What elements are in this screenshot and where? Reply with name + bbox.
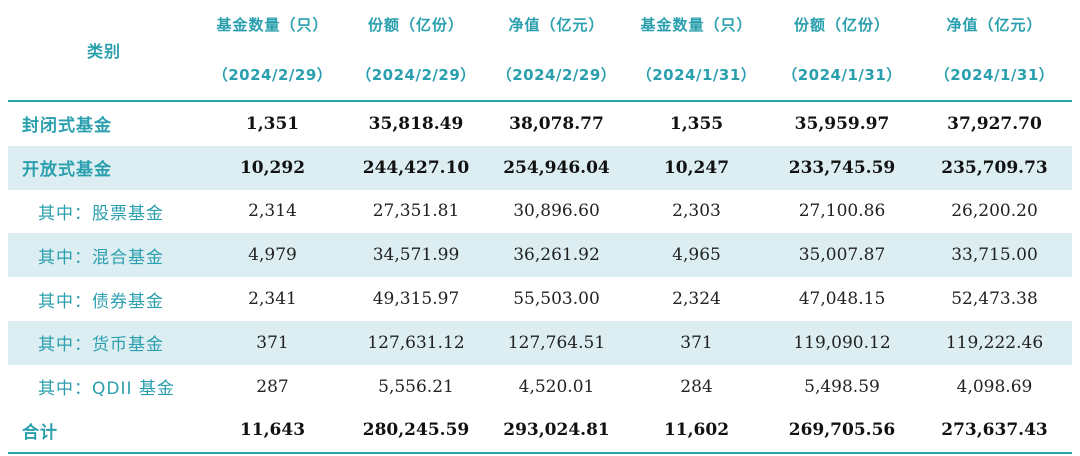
table-cell: 11,602 (626, 408, 767, 455)
table-cell: 34,571.99 (345, 233, 487, 278)
table-cell: 35,818.49 (368, 113, 464, 134)
table-cell: 2,303 (672, 201, 721, 222)
table-cell: 254,946.04 (487, 145, 626, 190)
table-cell: 371 (200, 320, 345, 365)
table-cell: 273,637.43 (917, 408, 1072, 455)
header-col-nav-jan: 净值（亿元） (946, 15, 1043, 34)
table-cell: 35,959.97 (794, 113, 890, 134)
header-date: （2024/1/31） (917, 48, 1072, 102)
table-cell: 1,351 (245, 113, 300, 134)
table-row: 封闭式基金 1,351 35,818.49 38,078.77 1,355 35… (8, 101, 1072, 146)
table-cell: 11,643 (200, 408, 345, 455)
row-label-qdii-funds: 其中：QDII 基金 (38, 379, 175, 400)
table-cell: 5,498.59 (804, 376, 880, 397)
table-cell: 2,324 (672, 289, 721, 310)
row-label-equity-funds: 其中：股票基金 (38, 203, 164, 224)
fund-statistics-table-container: 类别 基金数量（只） 份额（亿份） 净值（亿元） 基金数量（只） 份额（亿份） … (8, 0, 1080, 456)
table-cell: 233,745.59 (767, 145, 917, 190)
header-category: 类别 (8, 0, 200, 102)
table-cell: 38,078.77 (509, 113, 604, 134)
table-cell: 371 (626, 320, 767, 365)
table-cell: 4,979 (200, 233, 345, 278)
header-col-count-jan: 基金数量（只） (640, 15, 753, 34)
header-col-shares-jan: 份额（亿份） (793, 15, 890, 34)
table-cell: 10,292 (200, 145, 345, 190)
table-row: 其中：股票基金 2,314 27,351.81 30,896.60 2,303 … (8, 190, 1072, 234)
fund-statistics-table: 类别 基金数量（只） 份额（亿份） 净值（亿元） 基金数量（只） 份额（亿份） … (8, 0, 1072, 455)
table-cell: 4,965 (626, 233, 767, 278)
row-label-bond-funds: 其中：债券基金 (38, 291, 164, 312)
header-row-dates: （2024/2/29） （2024/2/29） （2024/2/29） （202… (8, 48, 1072, 102)
table-header: 类别 基金数量（只） 份额（亿份） 净值（亿元） 基金数量（只） 份额（亿份） … (8, 0, 1072, 102)
table-row: 开放式基金 10,292 244,427.10 254,946.04 10,24… (8, 145, 1072, 190)
table-cell: 1,355 (669, 113, 724, 134)
table-cell: 119,090.12 (767, 320, 917, 365)
row-label-open-end-funds: 开放式基金 (8, 145, 200, 190)
table-row: 其中：债券基金 2,341 49,315.97 55,503.00 2,324 … (8, 277, 1072, 321)
table-row: 其中：货币基金 371 127,631.12 127,764.51 371 11… (8, 320, 1072, 365)
table-row: 其中：QDII 基金 287 5,556.21 4,520.01 284 5,4… (8, 365, 1072, 409)
table-cell: 55,503.00 (513, 289, 600, 310)
table-cell: 52,473.38 (951, 289, 1038, 310)
table-cell: 49,315.97 (372, 289, 460, 310)
table-body: 封闭式基金 1,351 35,818.49 38,078.77 1,355 35… (8, 101, 1072, 455)
table-row: 其中：混合基金 4,979 34,571.99 36,261.92 4,965 … (8, 233, 1072, 278)
table-cell: 119,222.46 (917, 320, 1072, 365)
row-label-closed-end-funds: 封闭式基金 (22, 116, 112, 137)
table-cell: 293,024.81 (487, 408, 626, 455)
table-cell: 2,341 (248, 289, 297, 310)
header-date: （2024/1/31） (626, 48, 767, 102)
table-cell: 235,709.73 (917, 145, 1072, 190)
header-col-nav-feb: 净值（亿元） (508, 15, 605, 34)
header-date: （2024/1/31） (767, 48, 917, 102)
table-cell: 47,048.15 (798, 289, 886, 310)
table-cell: 27,100.86 (798, 201, 886, 222)
table-cell: 4,520.01 (518, 376, 595, 397)
header-date: （2024/2/29） (487, 48, 626, 102)
table-cell: 284 (680, 376, 713, 397)
table-cell: 2,314 (248, 201, 297, 222)
table-cell: 244,427.10 (345, 145, 487, 190)
table-row-total: 合计 11,643 280,245.59 293,024.81 11,602 2… (8, 408, 1072, 455)
row-label-hybrid-funds: 其中：混合基金 (8, 233, 200, 278)
table-cell: 4,098.69 (956, 376, 1033, 397)
header-row-titles: 类别 基金数量（只） 份额（亿份） 净值（亿元） 基金数量（只） 份额（亿份） … (8, 0, 1072, 102)
header-date: （2024/2/29） (345, 48, 487, 102)
table-cell: 287 (256, 376, 289, 397)
table-cell: 127,764.51 (487, 320, 626, 365)
table-cell: 36,261.92 (487, 233, 626, 278)
table-cell: 26,200.20 (951, 201, 1038, 222)
table-cell: 10,247 (626, 145, 767, 190)
header-col-shares-feb: 份额（亿份） (367, 15, 464, 34)
table-cell: 27,351.81 (372, 201, 460, 222)
row-label-money-market-funds: 其中：货币基金 (8, 320, 200, 365)
header-date: （2024/2/29） (200, 48, 345, 102)
header-col-count-feb: 基金数量（只） (216, 15, 329, 34)
table-cell: 127,631.12 (345, 320, 487, 365)
table-cell: 37,927.70 (947, 113, 1042, 134)
table-cell: 33,715.00 (917, 233, 1072, 278)
table-cell: 280,245.59 (345, 408, 487, 455)
table-cell: 269,705.56 (767, 408, 917, 455)
table-cell: 35,007.87 (767, 233, 917, 278)
row-label-total: 合计 (8, 408, 200, 455)
table-cell: 30,896.60 (513, 201, 600, 222)
table-cell: 5,556.21 (378, 376, 454, 397)
